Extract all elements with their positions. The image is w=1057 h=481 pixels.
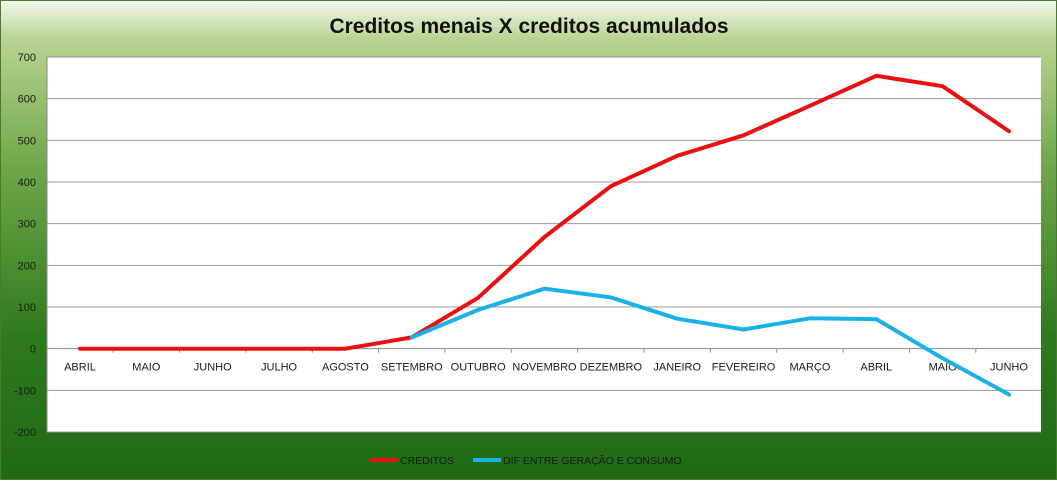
y-tick-label: -200	[14, 427, 36, 439]
x-tick-label: JULHO	[261, 362, 298, 374]
y-tick-label: 300	[18, 219, 36, 231]
x-tick-label: NOVEMBRO	[512, 362, 577, 374]
legend-label-0: CREDITOS	[400, 455, 454, 467]
x-tick-label: SETEMBRO	[381, 362, 443, 374]
x-tick-label: AGOSTO	[322, 362, 369, 374]
x-tick-label: DEZEMBRO	[580, 362, 643, 374]
y-tick-label: 700	[18, 52, 36, 64]
y-tick-label: 500	[18, 135, 36, 147]
x-tick-label: MAIO	[929, 362, 958, 374]
y-tick-label: 100	[18, 302, 36, 314]
y-tick-label: 400	[18, 177, 36, 189]
series-line-1	[409, 286, 1011, 397]
y-axis-ticks: 700 600 500 400 300 200 100 0 -100 -200	[14, 52, 36, 439]
x-tick-label: ABRIL	[64, 362, 96, 374]
x-tick-label: ABRIL	[860, 362, 892, 374]
x-tick-label: JANEIRO	[653, 362, 701, 374]
series-lines	[78, 73, 1011, 397]
x-axis-ticks: ABRIL MAIO JUNHO JULHO AGOSTO SETEMBRO OUTUBRO…	[46, 348, 1028, 374]
legend-label-1: DIF ENTRE GERAÇÃO E CONSUMO	[503, 454, 682, 467]
y-tick-label: -100	[14, 385, 36, 397]
y-tick-label: 200	[18, 260, 36, 272]
chart-title: Creditos menais X creditos acumulados	[329, 15, 728, 38]
y-tick-label: 0	[30, 344, 36, 356]
series-line-0	[78, 73, 1011, 351]
gridlines	[46, 56, 1041, 433]
x-tick-label: OUTUBRO	[451, 362, 506, 374]
x-tick-label: FEVEREIRO	[712, 362, 776, 374]
x-tick-label: MAIO	[132, 362, 161, 374]
x-tick-label: MARÇO	[789, 362, 830, 374]
plot-area	[47, 57, 1041, 432]
x-tick-label: JUNHO	[194, 362, 232, 374]
y-tick-label: 600	[18, 94, 36, 106]
legend: CREDITOS DIF ENTRE GERAÇÃO E CONSUMO	[370, 454, 682, 467]
x-tick-label: JUNHO	[990, 362, 1028, 374]
